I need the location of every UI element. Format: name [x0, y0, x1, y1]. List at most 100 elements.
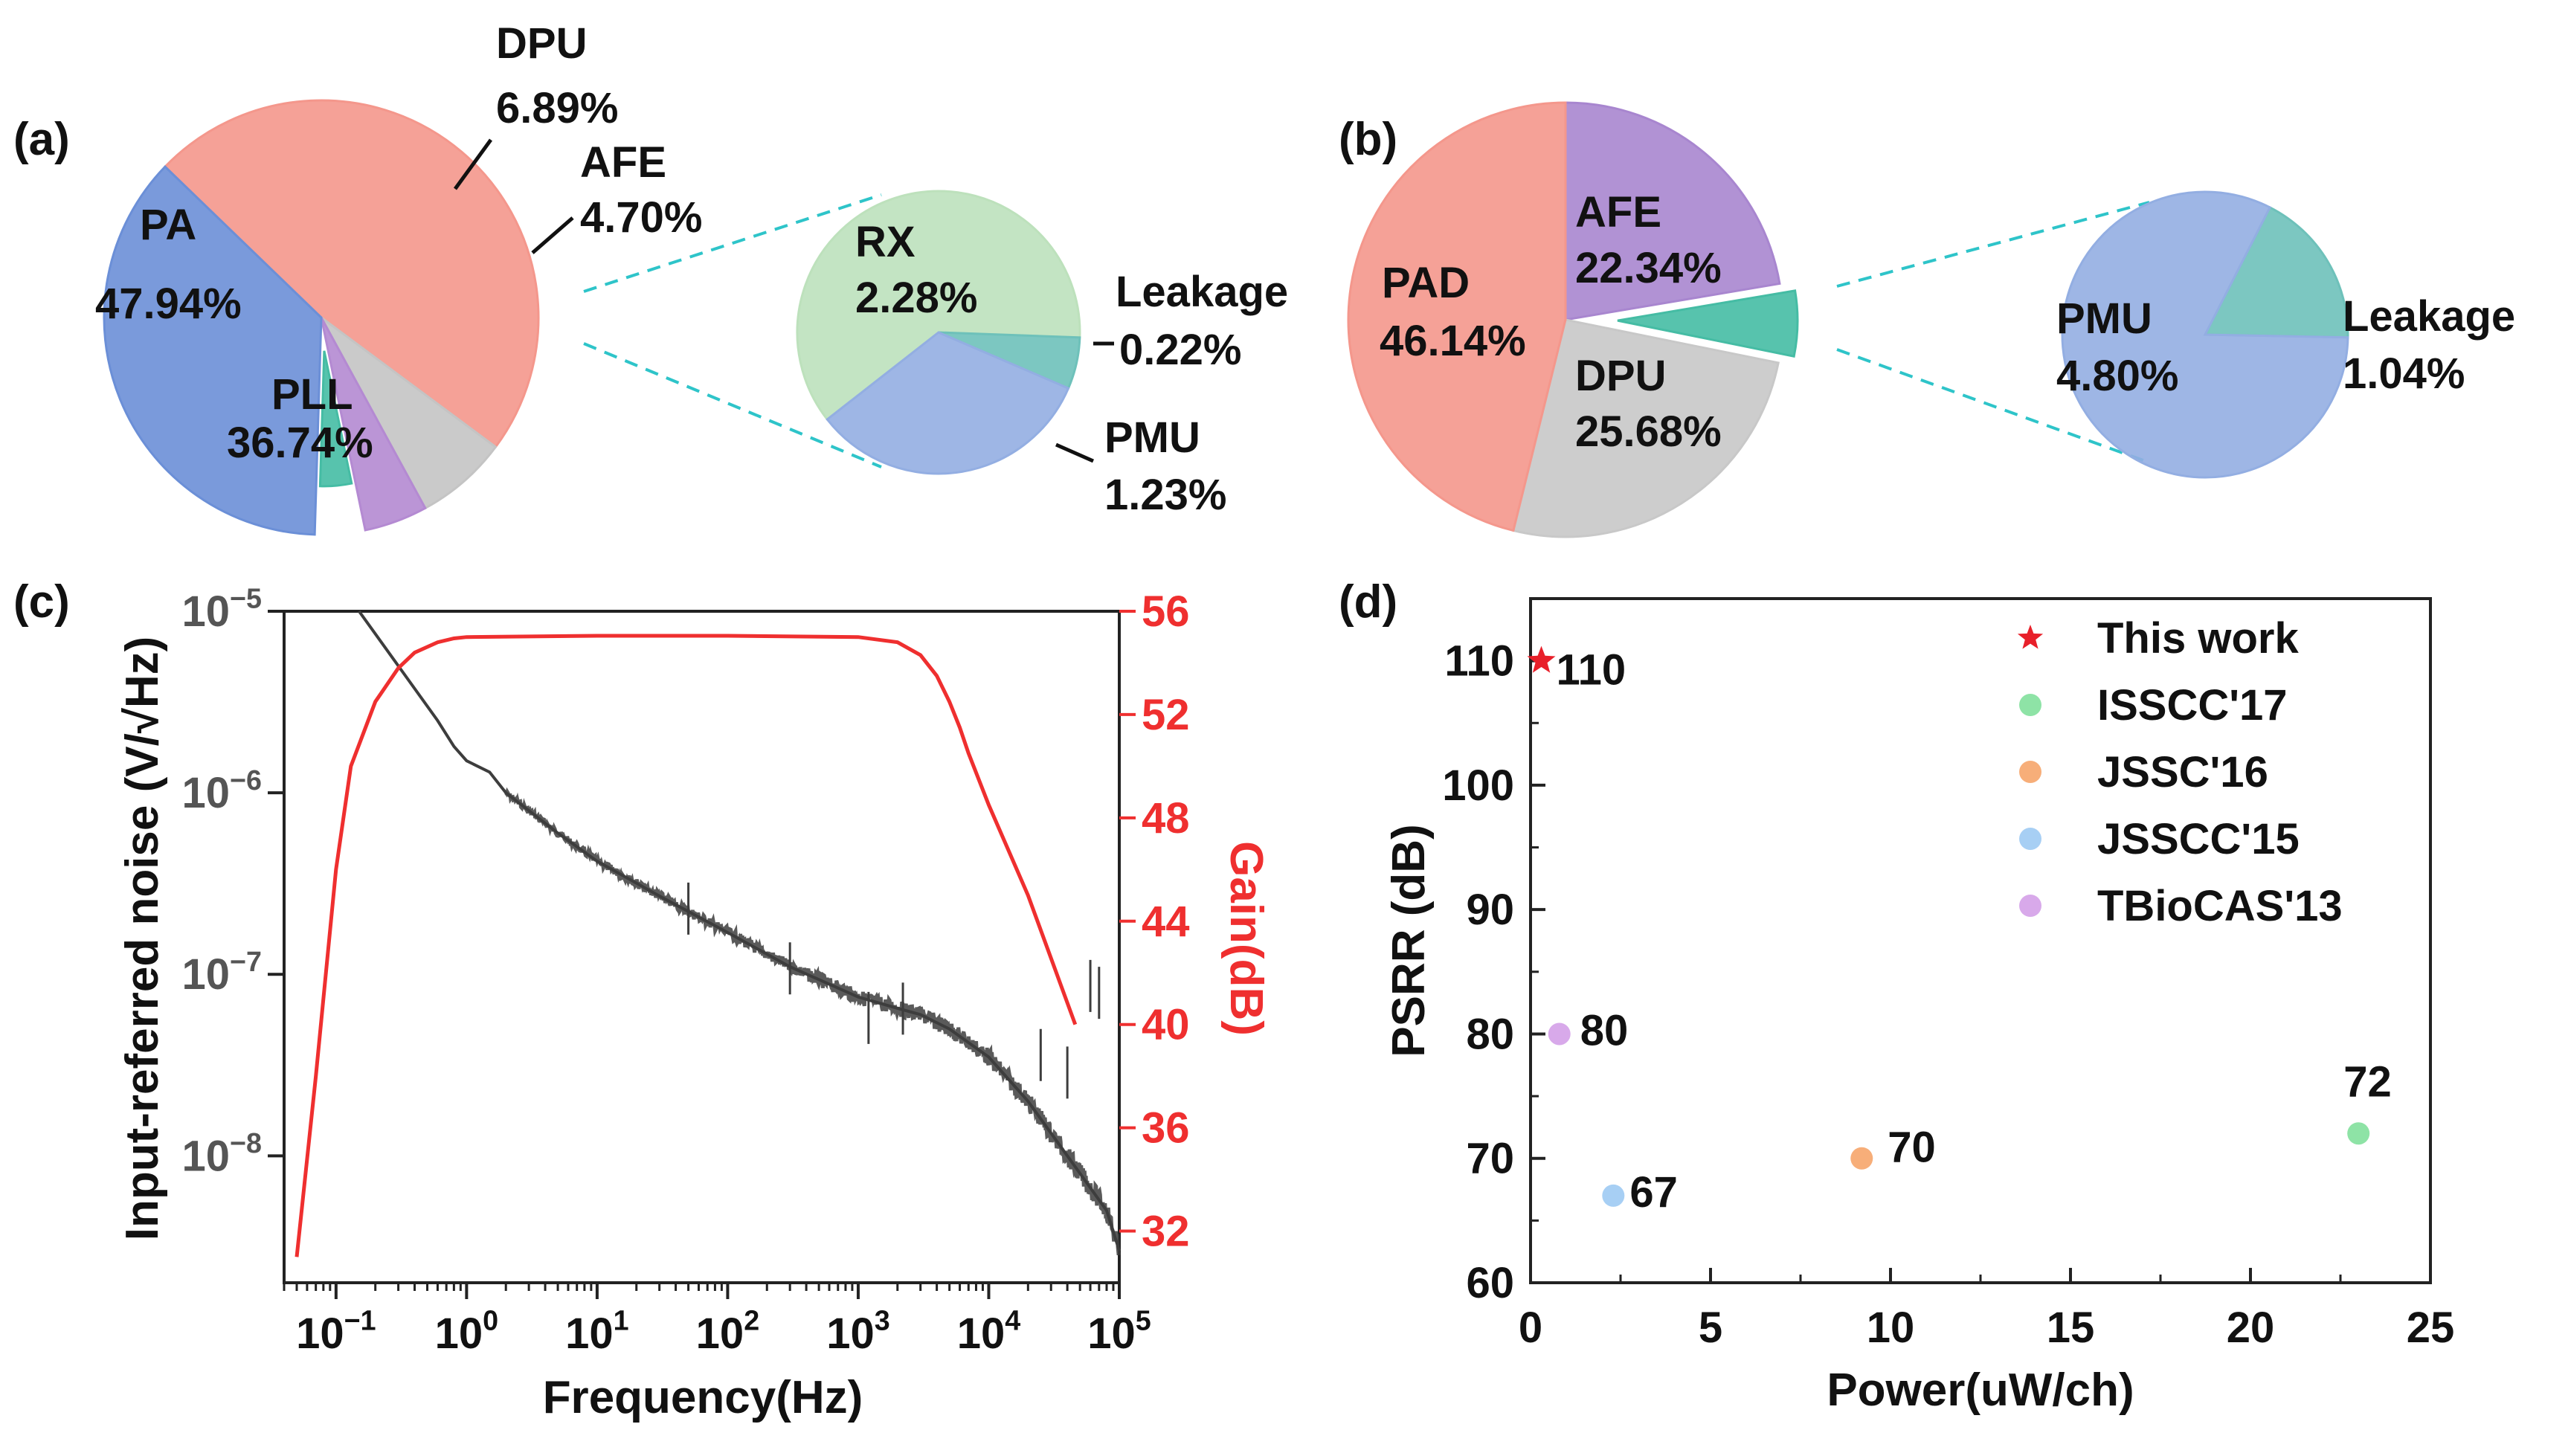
plot-d-data-label-isscc-17: 72: [2343, 1057, 2392, 1106]
plot-c-ylabel: Input-referred noise (V/√Hz): [117, 637, 168, 1241]
plot-c-y2tick-label: 56: [1142, 587, 1190, 636]
plot-c-xtick-label-base: 10: [1087, 1310, 1136, 1358]
pie-b-slice-dpu: [1512, 318, 1780, 538]
plot-c-ytick-label-base: 10: [182, 769, 231, 817]
plot-c-y2tick-label: 40: [1142, 1001, 1190, 1049]
plot-c-ytick-label-exp: −8: [230, 1127, 262, 1159]
pie-a-pct-pll: 36.74%: [227, 419, 373, 467]
pie-b-pct-afe: 22.34%: [1575, 244, 1722, 292]
pie-b-inset-pct-leakage: 1.04%: [2343, 349, 2465, 398]
legend-marker-isscc-17: [2019, 694, 2041, 716]
plot-d-data-label-jssc-16: 70: [1888, 1124, 1936, 1172]
plot-c-xtick-label: 101: [565, 1305, 628, 1358]
plot-c-xtick-label-base: 10: [826, 1310, 875, 1358]
plot-c-y2tick-label: 44: [1142, 898, 1190, 946]
pie-b-inset-name-leakage: Leakage: [2343, 292, 2515, 341]
plot-d-ylabel: PSRR (dB): [1383, 824, 1435, 1057]
pie-a-name-dpu: DPU: [496, 19, 587, 68]
plot-c-frame: [283, 610, 1121, 1284]
plot-c-ytick-label: 10−8: [182, 1127, 263, 1180]
pie-a-leader-afe: [531, 216, 574, 254]
pie-a-leader-dpu: [453, 138, 493, 190]
pie-a-name-pa: PA: [140, 201, 196, 249]
pie-a-slice-dpu: [320, 316, 498, 510]
plot-d-data-label-tbiocas-13: 80: [1580, 1006, 1629, 1054]
plot-d-xtick-label: 0: [1519, 1304, 1542, 1352]
plot-d-data-label-this-work: 110: [1557, 646, 1626, 695]
plot-c-xtick-label: 100: [435, 1305, 498, 1358]
pie-b-zoom-line-bottom: [1836, 348, 2150, 464]
pie-a-pct-pa: 47.94%: [95, 280, 242, 328]
plot-c-y2tick-label: 48: [1142, 794, 1190, 843]
pie-a-inset-name-pmu: PMU: [1104, 413, 1200, 462]
pie-a-inset-name-rx: RX: [855, 218, 916, 266]
pie-a-inset-pct-leakage: 0.22%: [1119, 326, 1241, 374]
plot-c-ytick-label-base: 10: [182, 1132, 231, 1180]
pie-a-name-pll: PLL: [271, 370, 353, 419]
plot-c-xtick-label-exp: 4: [1005, 1305, 1020, 1336]
pie-b-slice-pad: [1347, 101, 1567, 532]
pie-b-pct-pad: 46.14%: [1380, 317, 1526, 365]
pie-b-slice-others: [1617, 289, 1799, 358]
legend-label-isscc-17: ISSCC'17: [2097, 681, 2288, 729]
panel-label-d: (d): [1339, 576, 1397, 628]
plot-c-xtick-label-exp: −1: [344, 1305, 376, 1336]
plot-c-xtick-label-base: 10: [957, 1310, 1005, 1358]
plot-c-noise-line: [358, 610, 1121, 1252]
pie-b-pct-dpu: 25.68%: [1575, 408, 1722, 456]
plot-c-ytick-label: 10−7: [182, 946, 263, 999]
plot-d-xlabel: Power(uW/ch): [1827, 1365, 2134, 1416]
plot-d-point-this-work: [1527, 645, 1556, 673]
panel-label-b: (b): [1339, 114, 1397, 165]
pie-a-leader-pmu: [1055, 442, 1095, 463]
pie-a-inset-slice-pmu: [826, 331, 1070, 475]
pie-a-zoom-line-top: [583, 193, 882, 293]
plot-c-xtick-label: 10−1: [296, 1305, 376, 1358]
plot-d-ytick-label: 80: [1466, 1010, 1514, 1058]
plot-c-ytick-label-exp: −5: [230, 583, 262, 614]
plot-c-xtick-label-exp: 1: [614, 1305, 629, 1336]
pie-a-inset-pct-rx: 2.28%: [855, 274, 977, 322]
plot-c-xtick-label-base: 10: [565, 1310, 614, 1358]
plot-c-xtick-label-base: 10: [296, 1310, 344, 1358]
plot-c-xtick-label-exp: 5: [1136, 1305, 1151, 1336]
plot-c-noise-texture: [504, 787, 1121, 1256]
plot-d-point-jssc-16: [1850, 1147, 1873, 1170]
plot-d-point-isscc-17: [2347, 1122, 2370, 1145]
pie-b-inset-slice-leakage: [2203, 205, 2349, 339]
plot-c-xtick-label-exp: 3: [875, 1305, 890, 1336]
plot-c-y2label: Gain(dB): [1220, 841, 1272, 1036]
plot-d-xtick-label: 10: [1867, 1304, 1915, 1352]
pie-b-name-dpu: DPU: [1575, 352, 1666, 400]
pie-b-name-pad: PAD: [1382, 259, 1470, 307]
pie-a-slice-pa: [163, 99, 540, 449]
plot-c-xtick-label-exp: 2: [744, 1305, 759, 1336]
pie-b-name-afe: AFE: [1575, 188, 1661, 236]
pie-b-inset-pct-pmu: 4.80%: [2056, 352, 2178, 400]
plot-c-ytick-label-base: 10: [182, 950, 231, 999]
pie-a-pct-afe: 4.70%: [580, 193, 702, 242]
plot-d-xtick-label: 25: [2407, 1304, 2455, 1352]
legend-label-this-work: This work: [2097, 614, 2299, 663]
plot-c-y2tick-label: 36: [1142, 1104, 1190, 1153]
pie-a-inset-pct-pmu: 1.23%: [1104, 471, 1226, 519]
legend-marker-tbiocas-13: [2019, 895, 2041, 917]
plot-c-ytick-label-exp: −7: [230, 946, 262, 977]
plot-d-xtick-label: 20: [2227, 1304, 2275, 1352]
plot-c-xtick-label: 105: [1087, 1305, 1151, 1358]
plot-d-xtick-label: 5: [1699, 1304, 1722, 1352]
plot-d-ytick-label: 100: [1442, 761, 1514, 810]
pie-a-slice-others: [318, 350, 353, 488]
plot-c-xtick-label: 103: [826, 1305, 889, 1358]
pie-a-slice-afe: [320, 317, 427, 532]
plot-d-ytick-label: 70: [1466, 1135, 1514, 1183]
legend-label-jsscc-15: JSSCC'15: [2097, 815, 2300, 863]
plot-c-ytick-label: 10−5: [182, 583, 263, 636]
legend-marker-jssc-16: [2019, 761, 2041, 783]
plot-d-point-tbiocas-13: [1548, 1022, 1571, 1046]
pie-a-pct-dpu: 6.89%: [496, 84, 618, 132]
pie-b-inset-slice-pmu: [2061, 190, 2349, 479]
plot-d-ytick-label: 90: [1466, 886, 1514, 934]
plot-d-point-jsscc-15: [1602, 1184, 1625, 1207]
